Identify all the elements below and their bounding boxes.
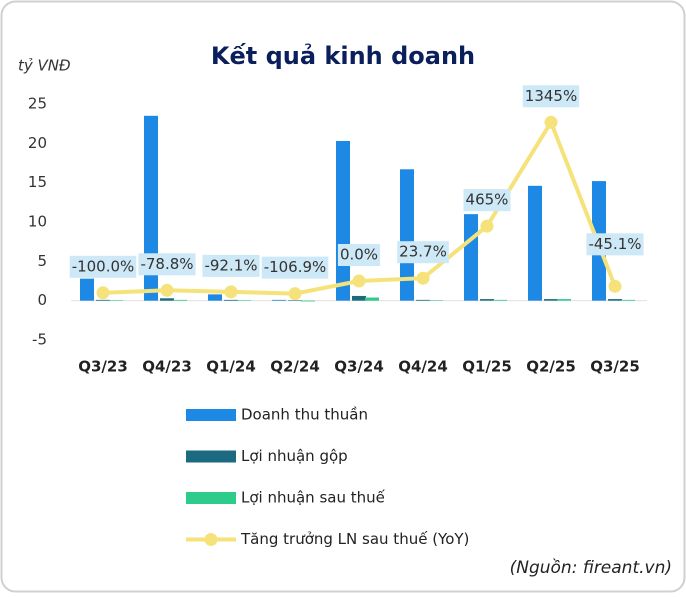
x-tick-label: Q3/25 [590, 358, 640, 376]
data-label-bg [397, 241, 449, 264]
y-tick-label: -5 [32, 331, 47, 349]
bar [621, 299, 635, 301]
bar [272, 299, 286, 301]
bar [528, 185, 542, 301]
data-label: -78.8% [140, 255, 193, 273]
bar [557, 299, 571, 301]
data-label: -45.1% [588, 235, 641, 253]
data-label-bg [202, 254, 260, 277]
bar [301, 300, 315, 302]
bar [288, 300, 302, 301]
bar [544, 299, 558, 301]
data-label-bg [69, 255, 137, 278]
legend-label: Lợi nhuận sau thuế [241, 489, 386, 507]
line-point [160, 283, 174, 297]
bar [80, 278, 94, 301]
data-label: 23.7% [399, 243, 447, 261]
y-tick-label: 5 [37, 252, 47, 270]
data-label: 1345% [525, 87, 577, 105]
bar [608, 299, 622, 301]
y-tick-label: 10 [28, 213, 47, 231]
y-tick-label: 20 [28, 134, 47, 152]
data-label-bg [261, 256, 329, 279]
data-label-bg [337, 244, 381, 266]
legend-swatch [186, 492, 236, 504]
line-point [352, 274, 366, 288]
bar [237, 300, 251, 301]
y-tick-label: 25 [28, 95, 47, 113]
x-tick-label: Q3/24 [334, 358, 384, 376]
bar [429, 300, 443, 301]
line-point [416, 271, 430, 285]
data-label-bg [463, 189, 511, 212]
line-point [96, 286, 110, 300]
y-tick-label: 0 [37, 291, 47, 309]
bar [173, 299, 187, 301]
bar [400, 169, 414, 301]
data-label: -106.9% [264, 258, 327, 276]
bar [365, 297, 379, 301]
legend-label: Tăng trưởng LN sau thuế (YoY) [240, 530, 469, 548]
line-point [288, 287, 302, 301]
x-tick-label: Q4/24 [398, 358, 448, 376]
x-tick-label: Q2/24 [270, 358, 320, 376]
legend-swatch [186, 450, 236, 463]
bar [493, 299, 507, 301]
data-label: 0.0% [340, 246, 378, 264]
bar [336, 140, 350, 301]
data-label-bg [522, 85, 580, 108]
legend-label: Lợi nhuận gộp [241, 447, 348, 465]
bar [352, 295, 366, 301]
x-tick-label: Q1/25 [462, 358, 512, 376]
line-point [480, 219, 494, 233]
x-tick-label: Q1/24 [206, 358, 256, 376]
data-label: 465% [466, 191, 509, 209]
line-point [544, 115, 558, 129]
line-point [224, 285, 238, 299]
legend-marker [204, 533, 218, 546]
bar [109, 300, 123, 301]
y-tick-label: 15 [28, 173, 47, 191]
bar [224, 299, 238, 301]
x-tick-label: Q2/25 [526, 358, 576, 376]
bar [96, 299, 110, 301]
bar [160, 298, 174, 301]
legend-swatch [186, 409, 236, 421]
x-tick-label: Q4/23 [142, 358, 192, 376]
line-point [608, 279, 622, 293]
bar [208, 294, 222, 301]
x-tick-label: Q3/23 [78, 358, 128, 376]
data-label: -100.0% [72, 257, 135, 275]
data-label-bg [138, 253, 196, 276]
legend-label: Doanh thu thuần [241, 406, 368, 424]
bar [480, 299, 494, 301]
bar [464, 214, 478, 301]
chart-title: Kết quả kinh doanh [211, 42, 475, 70]
source: (Nguồn: fireant.vn) [510, 557, 672, 578]
data-label-bg [586, 233, 644, 256]
data-label: -92.1% [204, 256, 257, 274]
y-axis-label: tỷ VNĐ [18, 57, 71, 75]
bar [416, 299, 430, 301]
